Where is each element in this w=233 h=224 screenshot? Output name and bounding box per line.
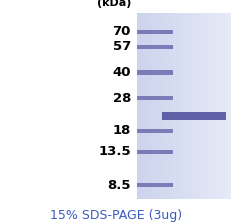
FancyBboxPatch shape [137,183,173,187]
Text: 8.5: 8.5 [107,179,131,192]
Text: 70: 70 [113,25,131,38]
Text: 57: 57 [113,40,131,53]
FancyBboxPatch shape [137,96,173,101]
FancyBboxPatch shape [137,45,173,49]
FancyBboxPatch shape [137,129,173,133]
Text: 15% SDS-PAGE (3ug): 15% SDS-PAGE (3ug) [50,209,183,222]
FancyBboxPatch shape [137,70,173,75]
FancyBboxPatch shape [137,149,173,154]
FancyBboxPatch shape [161,112,226,120]
Text: 18: 18 [113,124,131,137]
Text: (kDa): (kDa) [97,0,131,8]
FancyBboxPatch shape [137,30,173,34]
Text: 13.5: 13.5 [98,145,131,158]
Text: 40: 40 [113,66,131,79]
Text: 28: 28 [113,92,131,105]
